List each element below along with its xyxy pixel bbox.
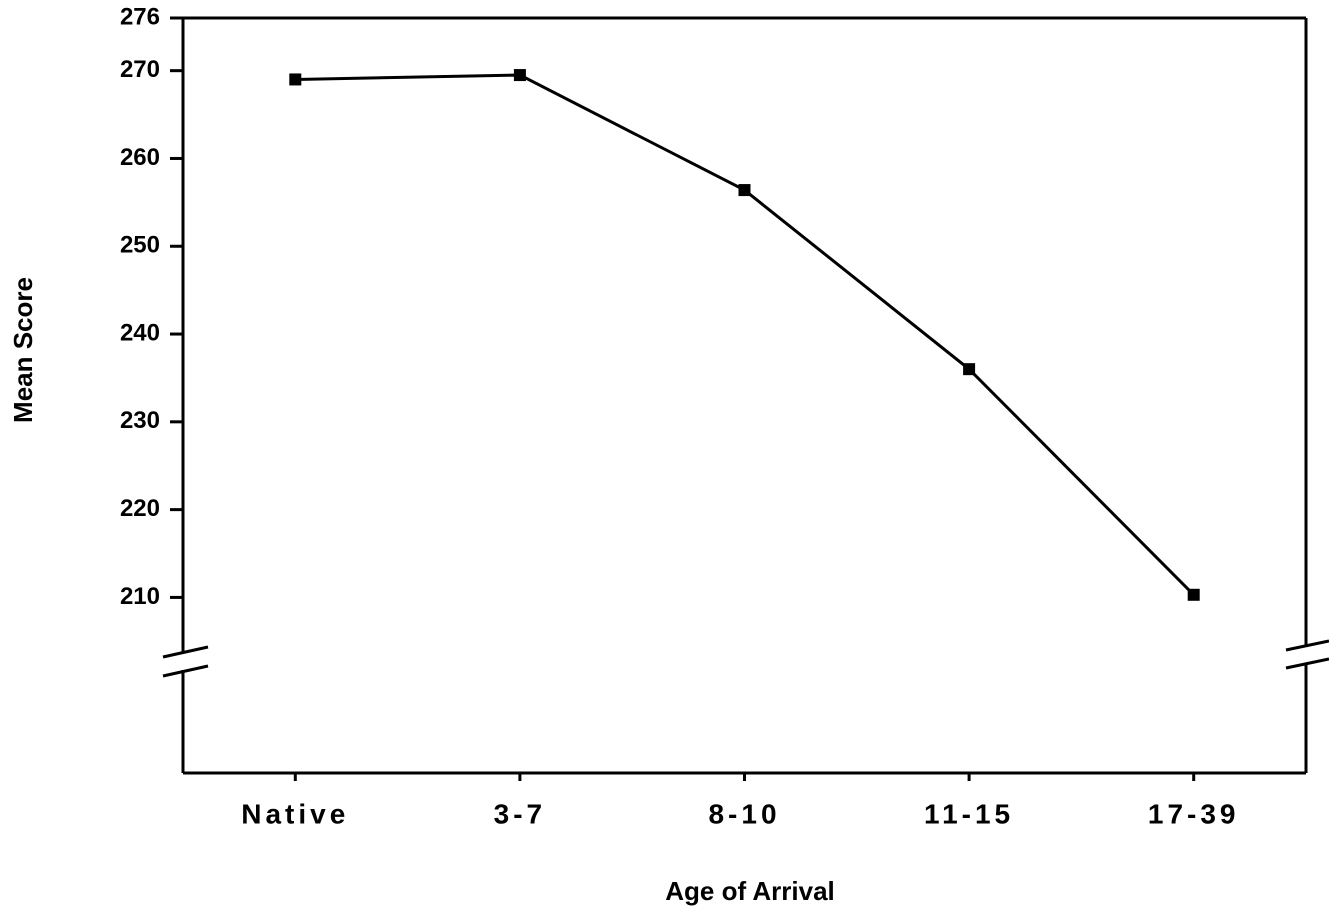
x-tick-label: 8-10	[708, 798, 780, 829]
x-axis-label: Age of Arrival	[665, 876, 835, 906]
y-tick-label: 276	[120, 3, 160, 30]
y-tick-label: 240	[120, 319, 160, 346]
data-point	[513, 69, 526, 82]
y-tick-label: 260	[120, 144, 160, 171]
x-tick-label: 17-39	[1148, 798, 1240, 829]
x-tick-label: 11-15	[924, 798, 1014, 829]
frame	[162, 16, 1329, 775]
data-point	[738, 184, 751, 197]
axis-break	[1285, 639, 1329, 652]
y-axis-label: Mean Score	[8, 277, 38, 423]
y-tick-label: 270	[120, 56, 160, 83]
data-point	[289, 73, 302, 86]
data-point	[1187, 588, 1200, 601]
x-tick-label: Native	[241, 798, 349, 829]
y-tick-label: 230	[120, 407, 160, 434]
axis-break	[1285, 657, 1329, 670]
data-point	[963, 363, 976, 376]
y-tick-label: 210	[120, 583, 160, 610]
axis-break	[162, 664, 209, 678]
x-tick-label: 3-7	[494, 798, 546, 829]
y-tick-label: 220	[120, 495, 160, 522]
data-line	[295, 73, 1195, 596]
axis-break	[162, 645, 209, 659]
y-tick-label: 250	[120, 232, 160, 259]
